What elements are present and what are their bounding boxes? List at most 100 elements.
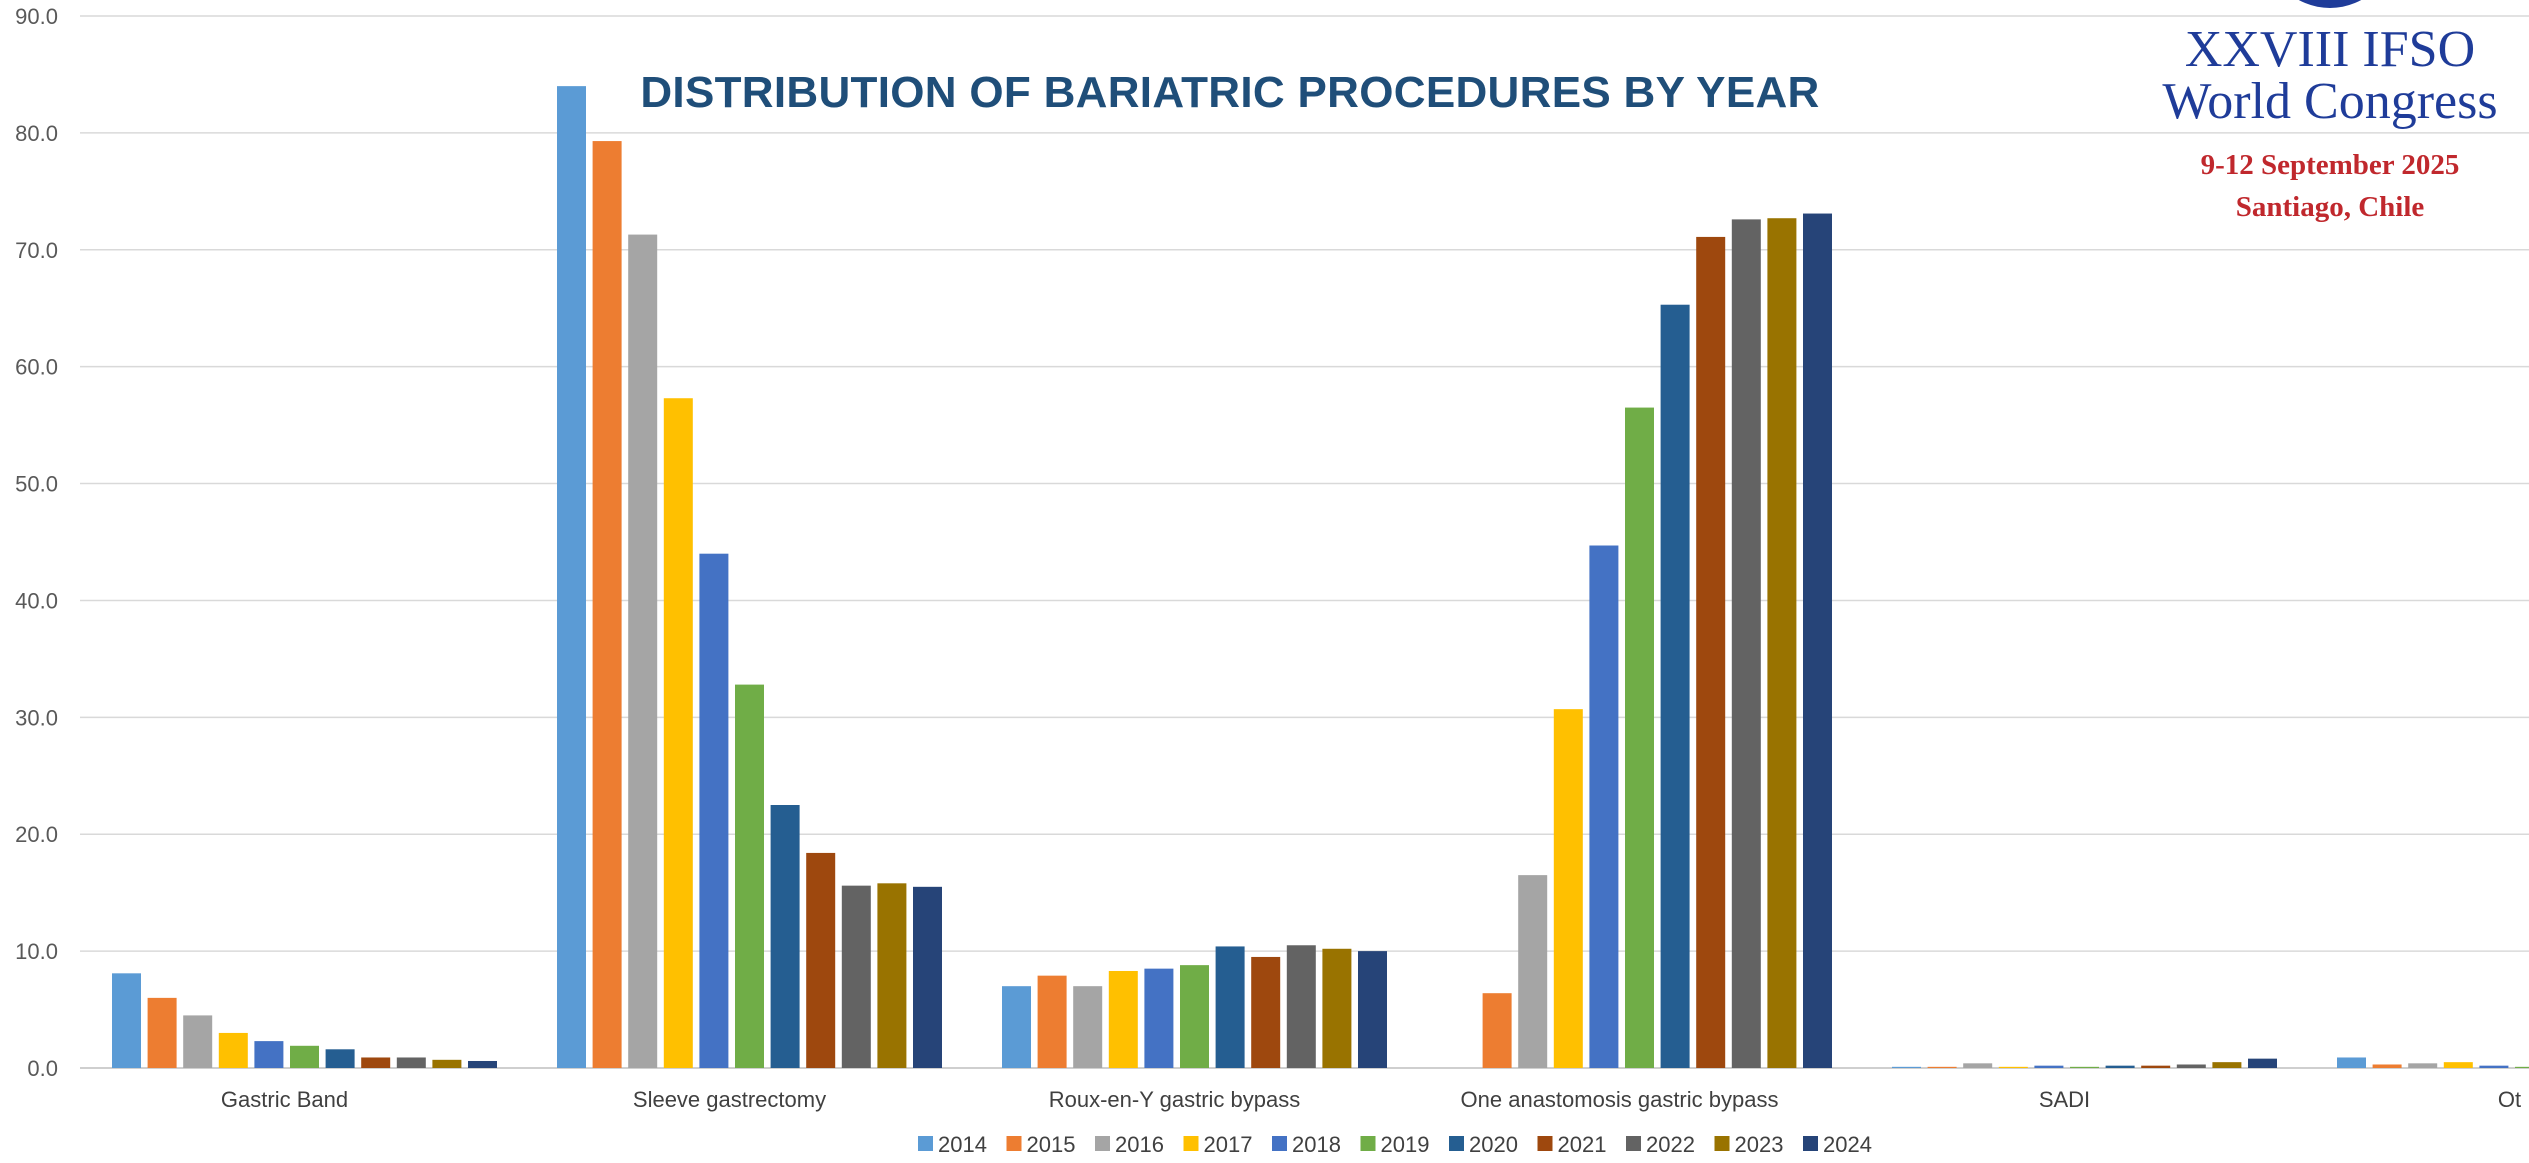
congress-name: XXVIII IFSO: [2184, 21, 2476, 78]
bar-2014-4: [1892, 1066, 1921, 1068]
legend-swatch: [1714, 1136, 1730, 1151]
bar-2021-0: [361, 1057, 391, 1068]
bar-2023-1: [877, 883, 907, 1068]
legend-label: 2015: [1027, 1132, 1076, 1157]
legend-label: 2016: [1115, 1132, 1164, 1157]
bar-2021-4: [2141, 1065, 2171, 1068]
bar-2015-3: [1482, 993, 1512, 1068]
bar-2022-2: [1286, 945, 1316, 1068]
bar-2017-5: [2443, 1062, 2473, 1068]
chart-title: DISTRIBUTION OF BARIATRIC PROCEDURES BY …: [640, 68, 1820, 117]
x-axis-category-labels: Gastric Band Sleeve gastrectomy Roux-en-Y …: [221, 1087, 2521, 1112]
bar-2020-2: [1215, 946, 1245, 1068]
legend-swatch: [1183, 1136, 1199, 1151]
y-tick-label: 10.0: [15, 939, 58, 964]
bar-2024-3: [1803, 213, 1832, 1068]
legend-label: 2019: [1381, 1132, 1430, 1157]
bar-2014-2: [1002, 986, 1031, 1068]
bar-2016-4: [1963, 1063, 1993, 1068]
bar-2022-0: [396, 1057, 426, 1068]
x-category-label: Roux-en-Y gastric bypass: [1049, 1087, 1301, 1112]
legend-swatch: [1626, 1136, 1641, 1151]
legend-label: 2024: [1823, 1132, 1872, 1157]
bar-2016-0: [183, 1015, 213, 1068]
bar-2022-1: [841, 885, 871, 1068]
congress-place: Santiago, Chile: [2235, 191, 2425, 224]
bar-2023-3: [1767, 218, 1797, 1068]
bar-2022-4: [2176, 1064, 2206, 1068]
y-tick-label: 70.0: [15, 238, 58, 263]
bar-2019-3: [1625, 407, 1654, 1069]
bar-2020-0: [325, 1049, 355, 1068]
y-tick-label: 60.0: [15, 355, 58, 380]
legend-label: 2020: [1469, 1132, 1518, 1157]
bar-2017-1: [663, 398, 693, 1068]
bar-2022-3: [1731, 219, 1761, 1069]
legend-swatch: [1803, 1136, 1818, 1151]
legend-label: 2023: [1735, 1132, 1784, 1157]
bar-2019-4: [2070, 1066, 2099, 1068]
bar-2014-5: [2337, 1057, 2366, 1068]
bar-2017-4: [1998, 1066, 2028, 1068]
y-tick-label: 90.0: [15, 4, 58, 29]
bar-2015-0: [147, 997, 177, 1068]
bar-2016-3: [1518, 875, 1548, 1068]
bar-2016-2: [1073, 986, 1103, 1068]
legend-swatch: [1360, 1136, 1376, 1151]
bar-2020-4: [2105, 1065, 2135, 1068]
bar-2018-0: [254, 1041, 284, 1068]
bar-2024-0: [468, 1060, 497, 1068]
y-tick-label: 80.0: [15, 121, 58, 146]
bar-2015-4: [1927, 1066, 1957, 1068]
y-axis-tick-labels: 0.0 10.0 20.0 30.0 40.0 50.0 60.0 70.0 80.0 90.0: [15, 4, 58, 1081]
bar-2024-4: [2248, 1058, 2277, 1068]
legend-label: 2014: [938, 1132, 987, 1157]
congress-subtitle: World Congress: [2162, 73, 2498, 130]
legend-swatch: [918, 1136, 933, 1151]
bar-2018-5: [2479, 1065, 2509, 1068]
legend-swatch: [1095, 1136, 1110, 1151]
bar-2018-4: [2034, 1065, 2064, 1068]
bar-2019-2: [1180, 965, 1209, 1068]
bar-2014-1: [557, 86, 586, 1069]
y-tick-label: 30.0: [15, 705, 58, 730]
legend-label: 2021: [1558, 1132, 1607, 1157]
y-tick-label: 50.0: [15, 472, 58, 497]
bar-2020-3: [1660, 304, 1690, 1068]
bar-2024-1: [913, 886, 942, 1068]
bar-2019-0: [290, 1045, 319, 1068]
x-category-label: Ot: [2498, 1087, 2521, 1112]
bar-2023-4: [2212, 1062, 2242, 1068]
bar-2016-5: [2408, 1063, 2438, 1068]
bar-2018-3: [1589, 545, 1619, 1068]
congress-logo-icon: [2265, 0, 2395, 8]
legend-label: 2022: [1646, 1132, 1695, 1157]
bar-2014-0: [112, 973, 141, 1068]
x-category-label: Sleeve gastrectomy: [633, 1087, 826, 1112]
y-tick-label: 20.0: [15, 822, 58, 847]
grid-lines: [80, 15, 2529, 1069]
x-category-label: SADI: [2039, 1087, 2090, 1112]
legend-label: 2017: [1204, 1132, 1253, 1157]
bar-2023-2: [1322, 948, 1352, 1068]
bar-2016-1: [628, 234, 658, 1069]
congress-dates: 9-12 September 2025: [2200, 149, 2460, 181]
x-category-label: Gastric Band: [221, 1087, 348, 1112]
bar-2021-2: [1251, 956, 1281, 1068]
congress-badge: XXVIII IFSO World Congress 9-12 Septembe…: [2110, 24, 2529, 228]
legend-swatch: [1272, 1136, 1287, 1151]
bar-2018-1: [699, 553, 729, 1068]
y-tick-label: 40.0: [15, 588, 58, 613]
bar-2019-1: [735, 684, 764, 1068]
x-category-label: One anastomosis gastric bypass: [1461, 1087, 1779, 1112]
bar-2021-3: [1696, 236, 1726, 1069]
bars: [112, 86, 2529, 1069]
y-tick-label: 0.0: [27, 1056, 58, 1081]
legend-swatch: [1537, 1136, 1553, 1151]
bar-2017-2: [1108, 970, 1138, 1068]
bar-2024-2: [1358, 951, 1387, 1068]
legend: 2014 2015 2016 2017 2018 2019 2020 2021 2022 2023…: [918, 1132, 1872, 1157]
bar-2020-1: [770, 805, 800, 1068]
bar-2018-2: [1144, 968, 1174, 1068]
